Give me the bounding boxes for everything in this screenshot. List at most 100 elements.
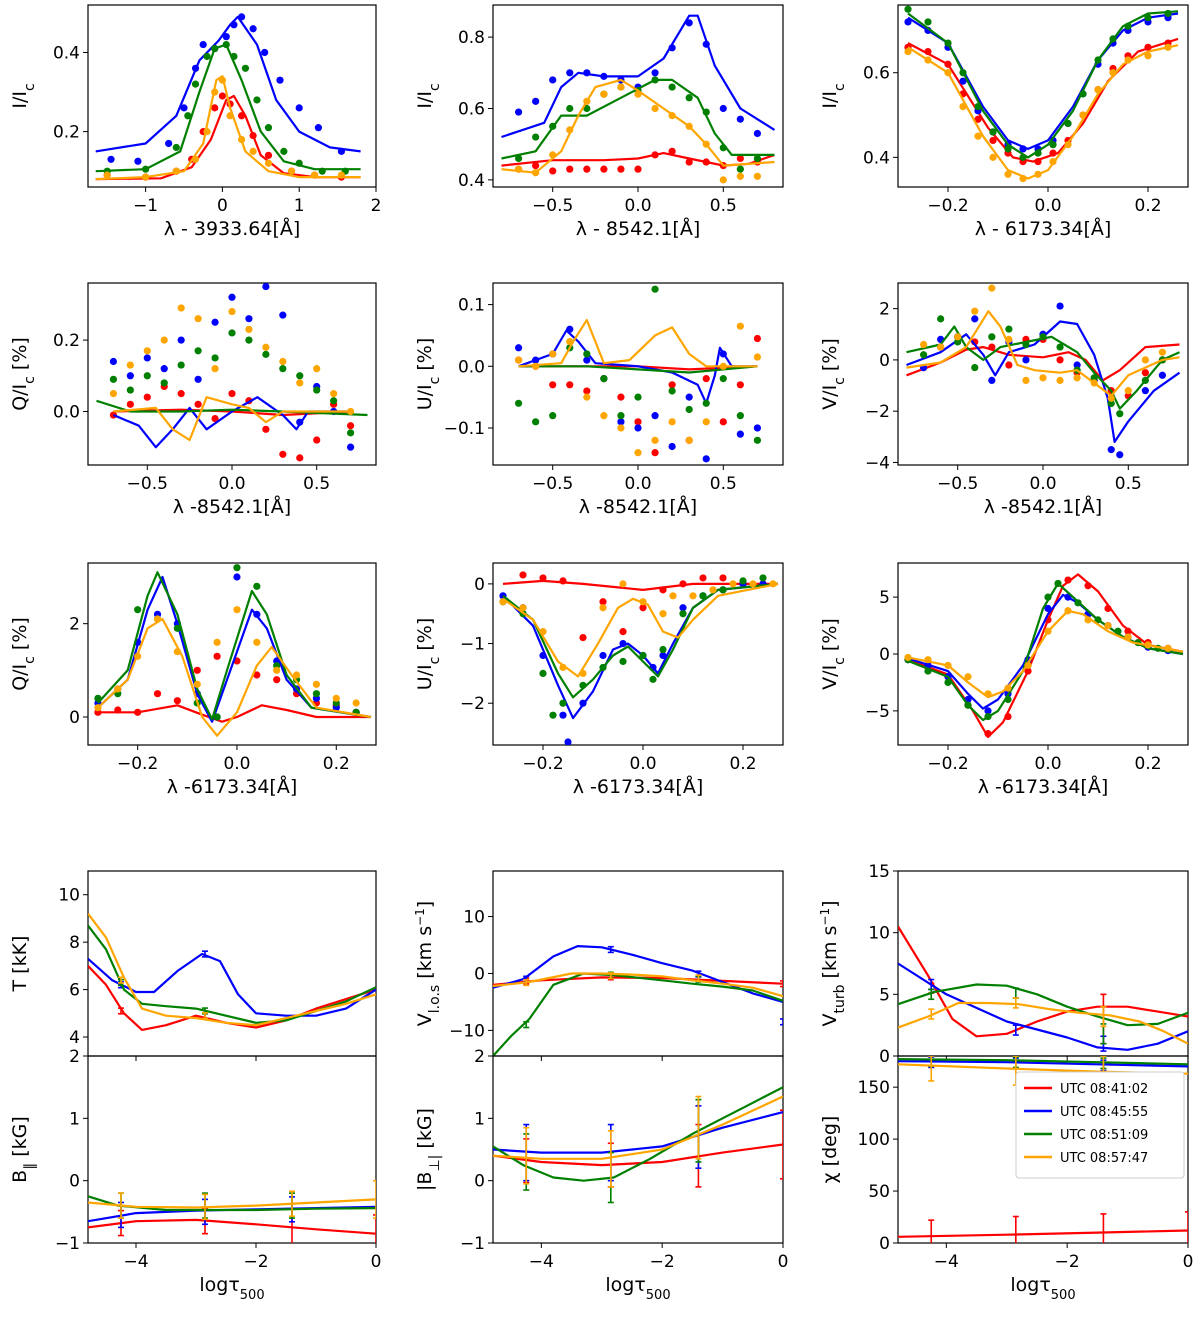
data-point — [1039, 333, 1047, 341]
plot-area — [904, 573, 1184, 739]
data-point — [1064, 576, 1072, 584]
data-point — [1094, 86, 1102, 94]
data-point — [549, 122, 557, 130]
data-point — [549, 350, 557, 358]
data-point — [262, 283, 270, 291]
data-point — [1024, 667, 1032, 675]
x-tick-label: −2 — [1055, 1252, 1080, 1272]
x-axis-label: λ -8542.1[Å] — [173, 495, 291, 518]
y-tick-label: 0.2 — [53, 123, 80, 143]
x-tick-label: −0.5 — [532, 196, 573, 216]
data-point — [160, 365, 168, 373]
series-line — [501, 14, 776, 139]
data-point — [679, 610, 687, 618]
data-point — [736, 165, 744, 173]
x-axis-label: λ - 6173.34[Å] — [975, 217, 1112, 240]
x-tick-label: −4 — [529, 1252, 554, 1272]
panel-1: −1 0 1 2 0.2 0.4 λ - 3933.64[Å] I/Ic — [9, 4, 381, 240]
data-point — [1104, 621, 1112, 630]
y-tick-label: 0.4 — [53, 43, 80, 63]
data-point — [262, 343, 270, 351]
data-point — [639, 604, 647, 612]
data-point — [685, 393, 693, 401]
y-axis-label: Vturb [km s−1] — [818, 900, 848, 1026]
data-point — [1004, 684, 1012, 692]
series-line — [88, 1218, 376, 1235]
axes-frame — [87, 1055, 377, 1244]
axes-frame — [897, 4, 1189, 188]
data-point — [919, 351, 928, 359]
x-tick-label: 0.0 — [1034, 754, 1061, 774]
data-point — [651, 104, 659, 113]
series-line — [88, 924, 376, 1024]
series-line — [907, 593, 1184, 710]
series-line — [907, 10, 1179, 159]
data-point — [971, 307, 979, 315]
data-point — [539, 628, 547, 636]
data-point — [330, 397, 338, 405]
plot-area — [904, 5, 1179, 183]
data-point — [310, 171, 319, 179]
data-point — [639, 598, 647, 606]
data-point — [984, 690, 992, 698]
data-point — [153, 615, 162, 623]
data-point — [134, 652, 142, 660]
data-point — [904, 653, 912, 662]
data-point — [1141, 369, 1149, 377]
axes-frame — [897, 1055, 1189, 1244]
data-point — [514, 108, 523, 116]
data-point — [264, 124, 273, 132]
data-point — [699, 574, 707, 582]
data-point — [659, 586, 667, 594]
data-point — [702, 418, 710, 426]
data-point — [634, 449, 642, 457]
legend: UTC 08:41:02 UTC 08:45:55 UTC 08:51:09 UTC … — [1015, 1071, 1185, 1179]
series-line — [97, 617, 372, 737]
data-point — [318, 167, 326, 175]
legend-frame — [1015, 1071, 1185, 1179]
data-point — [337, 147, 346, 155]
data-point — [143, 393, 151, 401]
data-point — [1044, 604, 1052, 613]
series-line — [88, 1195, 376, 1212]
plot-area — [898, 925, 1188, 1052]
series-line — [898, 925, 1188, 1038]
series-line — [898, 962, 1188, 1051]
data-point — [702, 399, 710, 407]
data-point — [679, 604, 687, 612]
data-point — [142, 173, 150, 181]
data-point — [1116, 451, 1124, 459]
y-axis-label: T [kK] — [9, 936, 31, 993]
data-point — [143, 372, 151, 380]
data-point — [228, 390, 236, 398]
data-point — [668, 112, 676, 120]
axes-frame — [87, 4, 377, 188]
data-point — [532, 133, 540, 141]
data-point — [172, 167, 180, 175]
data-point — [313, 386, 321, 394]
y-axis-label: B∥ [kG] — [9, 1116, 38, 1183]
data-point — [619, 657, 627, 666]
data-point — [94, 704, 102, 712]
data-point — [194, 315, 202, 323]
data-point — [109, 375, 118, 383]
data-point — [249, 25, 257, 33]
series-line — [898, 1229, 1188, 1238]
series-line — [493, 972, 783, 1056]
data-point — [634, 90, 642, 98]
data-point — [194, 400, 202, 408]
series-line — [88, 952, 376, 1017]
data-point — [253, 582, 261, 590]
legend-entry: UTC 08:51:09 — [1060, 1128, 1148, 1143]
data-point — [971, 363, 979, 372]
data-point — [702, 158, 710, 166]
y-tick-label: 0.1 — [458, 296, 485, 316]
panel-6: −0.5 0.0 0.5 −4 −2 0 2 λ -8542.1[Å] V/Ic [%] — [819, 282, 1189, 518]
data-point — [679, 580, 687, 588]
data-point — [989, 136, 997, 145]
data-point — [532, 362, 540, 370]
x-tick-label: 0.0 — [624, 196, 651, 216]
data-point — [143, 354, 151, 362]
series-line — [502, 582, 779, 699]
